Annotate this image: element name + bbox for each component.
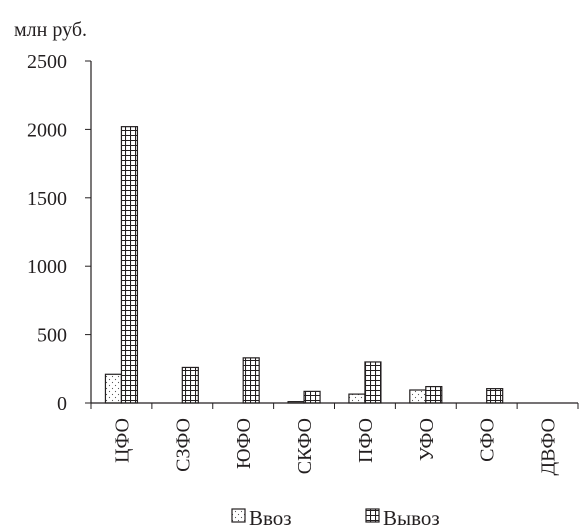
bar-vyvoz (120, 126, 139, 404)
x-tick-label: ПФО (355, 418, 377, 463)
bar-vyvoz (303, 390, 321, 404)
axes (90, 61, 579, 409)
x-tick-label: СФО (477, 418, 499, 462)
legend-label-vyvoz: Вывоз (383, 506, 440, 530)
x-tick-label: ДВФО (538, 418, 560, 475)
bar-vyvoz (181, 366, 199, 404)
x-tick-label: ЮФО (233, 418, 255, 469)
bar-vvoz (348, 393, 366, 404)
x-axis-labels: ЦФО СЗФО ЮФО СКФО ПФО УФО СФО ДВФО (111, 418, 559, 475)
bar-vvoz (104, 373, 123, 404)
x-tick-label: ЦФО (111, 418, 133, 463)
y-tick-label: 2000 (27, 119, 67, 141)
legend: Ввоз Вывоз (231, 506, 440, 530)
bar-vyvoz (364, 361, 382, 404)
legend-swatch-vvoz (231, 508, 246, 523)
bar-vyvoz (242, 357, 260, 404)
bar-vvoz (409, 389, 427, 404)
x-tick-label: СЗФО (172, 418, 194, 472)
x-tick-label: УФО (416, 418, 438, 461)
legend-label-vvoz: Ввоз (249, 506, 292, 530)
y-axis-ticks: 0 500 1000 1500 2000 2500 (27, 51, 91, 415)
y-tick-label: 1500 (27, 188, 67, 210)
bar-vyvoz (486, 388, 504, 404)
y-tick-label: 1000 (27, 256, 67, 278)
legend-swatch-vyvoz (365, 508, 380, 523)
y-axis-unit-label: млн руб. (14, 19, 87, 41)
y-tick-label: 0 (57, 393, 67, 415)
y-tick-label: 500 (37, 325, 67, 347)
y-tick-label: 2500 (27, 51, 67, 73)
bar-vyvoz (425, 385, 443, 404)
bars (104, 126, 504, 404)
x-tick-label: СКФО (294, 418, 316, 474)
